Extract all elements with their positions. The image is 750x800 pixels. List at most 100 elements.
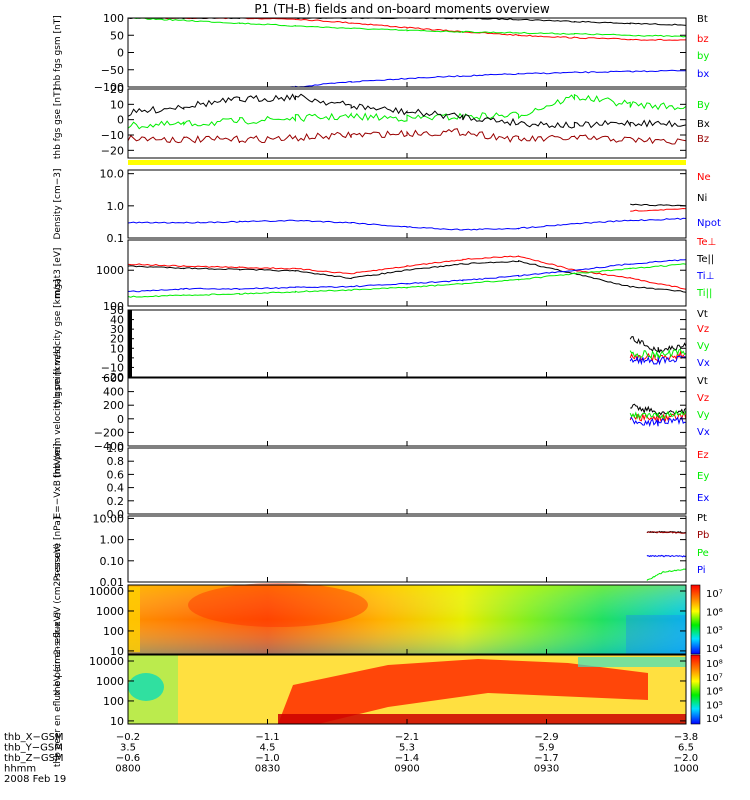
data-quality-strip [128, 160, 686, 165]
series-line-By [127, 93, 687, 130]
y-tick-label: 0.8 [107, 455, 125, 468]
y-axis-label: thb fgs gsm [nT] [53, 15, 63, 90]
legend-label-Npot: Npot [697, 218, 721, 229]
electron-spectrogram-high [578, 657, 686, 667]
y-axis-label: E=−VxB [mV/m] [53, 443, 63, 518]
y-tick-label: 0.0 [107, 508, 125, 521]
legend-label-Bx: Bx [697, 119, 710, 130]
y-tick-label: 100 [103, 300, 124, 313]
legend-label-Vy: Vy [697, 410, 710, 421]
ion-spectrogram-shade [128, 585, 686, 654]
x-axis-row-label: 2008 Feb 19 [4, 774, 66, 785]
legend-label-Ey: Ey [697, 471, 709, 482]
colorbar [690, 654, 701, 725]
y-tick-label: 10000 [89, 655, 124, 668]
y-tick-label: 600 [103, 372, 124, 385]
legend-label-Vy: Vy [697, 341, 710, 352]
legend-label-Ti⊥: Ti⊥ [696, 271, 714, 282]
y-tick-label: 20 [110, 83, 124, 96]
y-tick-label: 1000 [96, 675, 124, 688]
y-tick-label: 10 [110, 645, 124, 658]
legend-label-Te⊥: Te⊥ [696, 237, 716, 248]
colorbar-tick-label: 10⁵ [706, 626, 723, 637]
legend-label-Ex: Ex [697, 493, 709, 504]
legend-label-Vz: Vz [697, 324, 709, 335]
y-tick-label: 1.00 [100, 534, 125, 547]
legend-label-Ne: Ne [697, 172, 711, 183]
y-tick-label: −100 [94, 81, 124, 94]
legend-label-Vz: Vz [697, 393, 709, 404]
colorbar-tick-label: 10⁷ [706, 589, 723, 600]
series-line-Pi [646, 554, 687, 558]
legend-label-Pb: Pb [697, 530, 709, 541]
y-tick-label: 50 [110, 29, 124, 42]
panel-efield: Ez Ey Ex 1.00.80.60.40.20.0 E=−VxB [mV/m] [53, 442, 709, 521]
legend-label-bx: bx [697, 69, 709, 80]
colorbar-tick-label: 10⁴ [706, 644, 723, 655]
x-tick-label: 3.5 [120, 743, 136, 754]
panel-density: Ne Ni Npot 10.0 1.0 0.1 Density [cm−3] [53, 168, 721, 245]
y-tick-label: 0.6 [107, 468, 125, 481]
y-tick-label: 50 [110, 304, 124, 317]
velocity-edge-bar [128, 310, 132, 377]
legend-label-Bt: Bt [697, 14, 708, 25]
y-tick-label: 1.0 [107, 442, 125, 455]
y-tick-label: 10.0 [100, 168, 125, 181]
y-tick-label: −50 [101, 64, 124, 77]
legend-label-Ez: Ez [697, 450, 709, 461]
ion-spectrogram-edge [128, 587, 140, 652]
y-tick-label: 30 [110, 323, 124, 336]
y-tick-label: 10 [110, 98, 124, 111]
y-axis-label: mgat3 [eV] [53, 248, 63, 299]
electron-spectrogram-low [278, 714, 686, 724]
x-tick-label: −1.1 [255, 732, 279, 743]
series-line-Vy [629, 348, 687, 360]
ion-spectrogram-peak [188, 583, 368, 627]
y-axis-label: Pressure [nPa] [53, 517, 63, 582]
x-tick-label: 0830 [255, 764, 280, 775]
x-tick-label: −0.2 [116, 732, 140, 743]
colorbar-tick-label: 10⁸ [706, 659, 723, 670]
x-tick-label: −1.4 [395, 753, 419, 764]
series-line-Te|| [127, 260, 687, 293]
x-tick-label: 1000 [673, 764, 698, 775]
panel-frame [127, 169, 687, 239]
legend-label-Bz: Bz [697, 134, 709, 145]
panel-frame [127, 447, 687, 515]
series-line-Bx [127, 93, 687, 129]
x-tick-label: −2.1 [395, 732, 419, 743]
series-line-bz [128, 17, 686, 41]
y-tick-label: −10 [101, 129, 124, 142]
legend-label-Pi: Pi [697, 565, 706, 576]
x-tick-label: −2.0 [674, 753, 698, 764]
y-axis-label: thb peir en eflux eV (cm2-s-sr-eV) [53, 543, 63, 695]
y-tick-label: 1.0 [107, 200, 125, 213]
legend-label-Vx: Vx [697, 427, 710, 438]
series-line-Ti⊥ [127, 259, 687, 293]
legend-label-Pt: Pt [697, 513, 707, 524]
series-line-Ni [630, 203, 687, 207]
y-tick-label: 0.2 [107, 495, 125, 508]
x-tick-label: −3.8 [674, 732, 698, 743]
panel-frame [127, 239, 687, 307]
y-tick-label: 0 [117, 352, 124, 365]
y-tick-label: 20 [110, 333, 124, 346]
y-tick-label: −200 [94, 426, 124, 439]
x-axis-row-label: thb_Y−GSM [4, 743, 63, 754]
y-tick-label: 1000 [96, 264, 124, 277]
panel-fgs_gsm: Bt bz by bx 100 50 0 −50 −100 thb fgs gsm [nT] [53, 12, 709, 94]
plot-title: P1 (TH-B) fields and on-board moments ov… [254, 2, 550, 16]
series-line-Vy [629, 409, 687, 421]
x-tick-label: 0800 [115, 764, 140, 775]
panel-ion_spectrogram: 10⁷ 10⁶ 10⁵ 10⁴ 10000 1000 100 10 thb peir en ef… [53, 543, 723, 695]
y-tick-label: −20 [101, 371, 124, 384]
y-axis-label: Density [cm−3] [53, 168, 63, 239]
series-line-Vx [630, 416, 687, 428]
legend-label-Vt: Vt [697, 309, 708, 320]
y-tick-label: 400 [103, 386, 124, 399]
x-tick-label: −0.6 [116, 753, 140, 764]
y-tick-label: 0 [117, 114, 124, 127]
x-axis-row-label: thb_Z−GSM [4, 753, 64, 764]
